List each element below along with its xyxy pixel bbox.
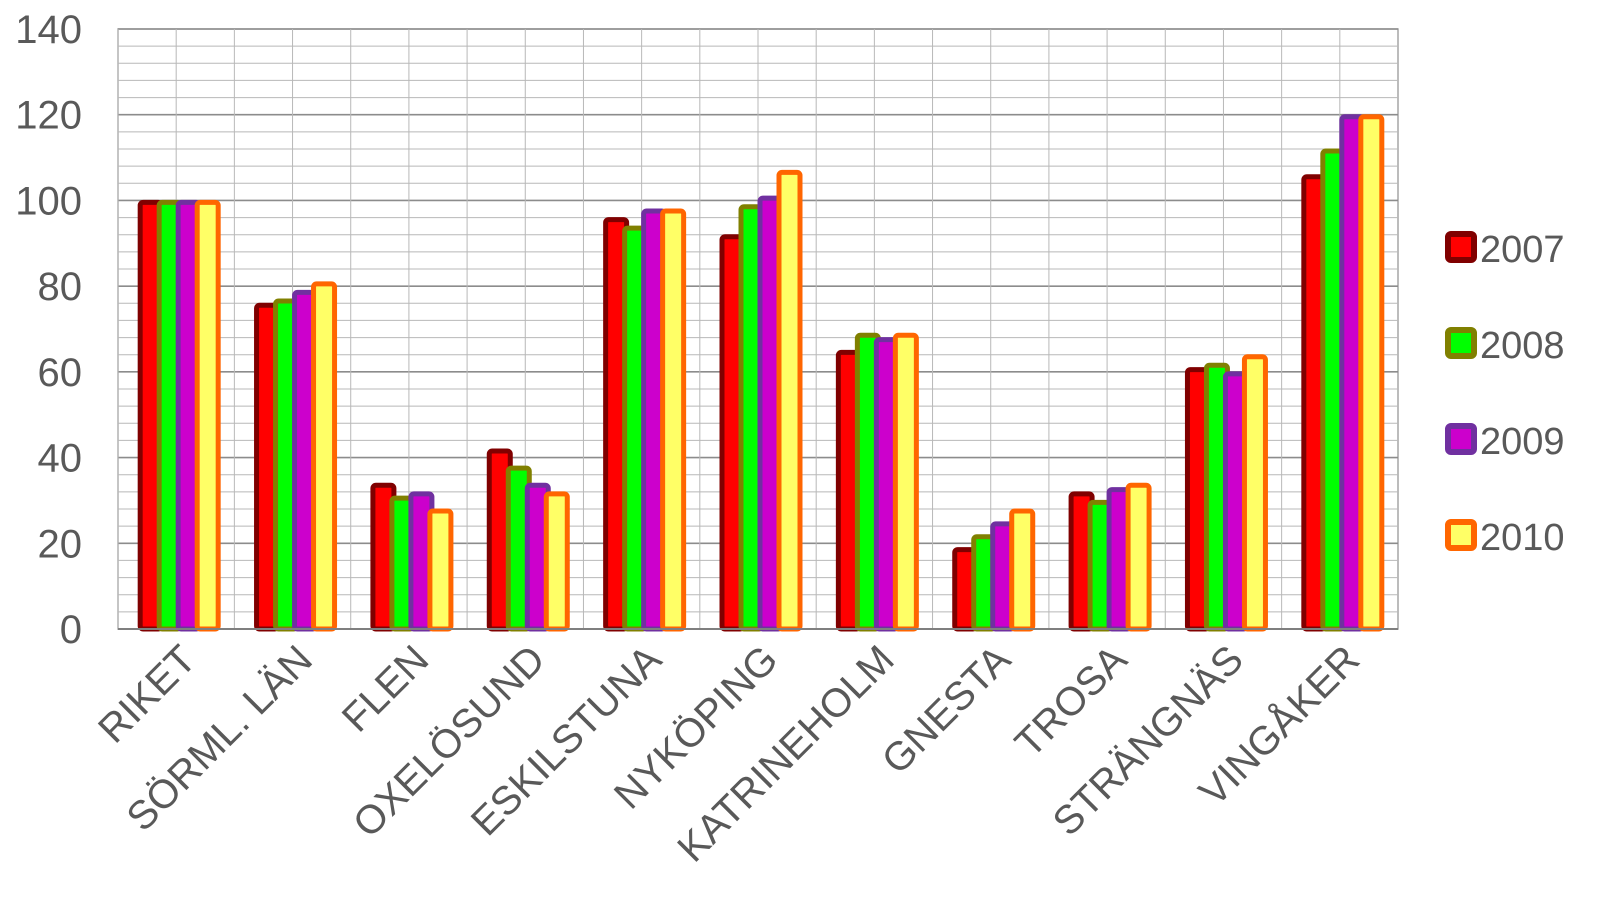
bar <box>1241 354 1268 632</box>
x-tick-label: FLEN <box>334 637 437 740</box>
bar-body <box>543 491 570 632</box>
y-tick-label: 100 <box>15 179 82 223</box>
y-tick-label: 20 <box>38 522 83 566</box>
legend-label: 2009 <box>1480 421 1565 463</box>
legend-item: 2007 <box>1445 229 1565 271</box>
y-tick-label: 60 <box>38 351 83 395</box>
legend-swatch <box>1445 327 1477 359</box>
bar <box>1009 508 1036 632</box>
bar <box>311 281 338 632</box>
bar <box>194 199 221 632</box>
bar <box>892 332 919 632</box>
legend-swatch <box>1445 519 1477 551</box>
bar-body <box>194 199 221 632</box>
x-tick-label: RIKET <box>90 637 204 751</box>
y-tick-label: 40 <box>38 437 83 481</box>
y-tick-label: 140 <box>15 8 82 52</box>
bar-body <box>1241 354 1268 632</box>
legend-label: 2007 <box>1480 229 1565 271</box>
bar <box>776 169 803 632</box>
bar-body <box>892 332 919 632</box>
legend-item: 2010 <box>1445 517 1565 559</box>
x-tick-label: KATRINEHOLM <box>669 637 902 870</box>
bar-body <box>1009 508 1036 632</box>
bar-body <box>776 169 803 632</box>
bar-body <box>660 208 687 632</box>
bar <box>1358 114 1385 632</box>
y-tick-label: 80 <box>38 265 83 309</box>
legend-item: 2008 <box>1445 325 1565 367</box>
legend-item: 2009 <box>1445 421 1565 463</box>
bar-body <box>427 508 454 632</box>
bar <box>660 208 687 632</box>
y-tick-label: 120 <box>15 94 82 138</box>
bar-body <box>1125 482 1152 632</box>
bar <box>427 508 454 632</box>
x-tick-label: GNESTA <box>874 637 1020 783</box>
legend-label: 2008 <box>1480 325 1565 367</box>
bar <box>543 491 570 632</box>
bars <box>137 114 1385 632</box>
legend: 2007 2008 2009 2010 <box>1445 229 1565 559</box>
y-tick-label: 0 <box>60 608 82 652</box>
bar-body <box>311 281 338 632</box>
y-axis-ticks: 0 20 40 60 80 100 120 140 <box>15 8 82 652</box>
legend-label: 2010 <box>1480 517 1565 559</box>
legend-swatch <box>1445 231 1477 263</box>
bar <box>1125 482 1152 632</box>
bar-body <box>1358 114 1385 632</box>
legend-swatch <box>1445 423 1477 455</box>
